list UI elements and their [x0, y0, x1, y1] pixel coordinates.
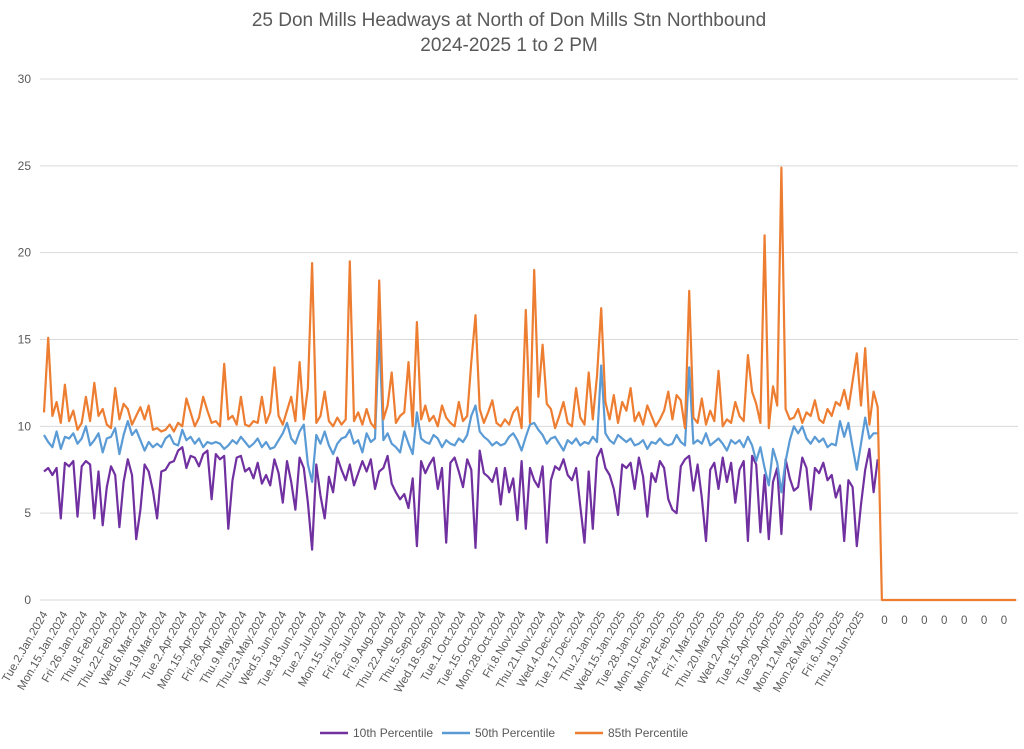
y-tick-label: 25 [18, 159, 32, 173]
x-tick-label: 0 [901, 615, 907, 627]
series-line-85th [42, 166, 1016, 602]
x-tick-label: 0 [981, 615, 987, 627]
series-line-10th [43, 446, 879, 551]
x-tick-label: 0 [1001, 615, 1007, 627]
gridlines [40, 78, 1018, 601]
y-tick-label: 10 [18, 419, 32, 433]
y-tick-label: 30 [18, 72, 32, 86]
legend: 10th Percentile 50th Percentile 85th Perce… [320, 726, 688, 740]
legend-label: 50th Percentile [475, 726, 555, 740]
y-tick-label: 20 [18, 246, 32, 260]
chart-title: 25 Don Mills Headways at North of Don Mi… [252, 10, 766, 31]
series-line-50th [43, 329, 878, 494]
x-tick-label: 0 [941, 615, 947, 627]
x-tick-label: 0 [921, 615, 927, 627]
x-axis: Tue.2.Jan.2024Mon.15.Jan.2024Fri.26.Jan.… [0, 609, 1007, 695]
x-tick-label: 0 [961, 615, 967, 627]
y-axis: 0 5 10 15 20 25 30 [18, 72, 32, 607]
x-tick-label: 0 [881, 615, 887, 627]
series-lines [42, 166, 1016, 602]
y-tick-label: 0 [24, 593, 31, 607]
chart-subtitle: 2024-2025 1 to 2 PM [420, 35, 597, 56]
y-tick-label: 15 [18, 333, 32, 347]
legend-label: 85th Percentile [608, 726, 688, 740]
y-tick-label: 5 [24, 506, 31, 520]
legend-label: 10th Percentile [353, 726, 433, 740]
